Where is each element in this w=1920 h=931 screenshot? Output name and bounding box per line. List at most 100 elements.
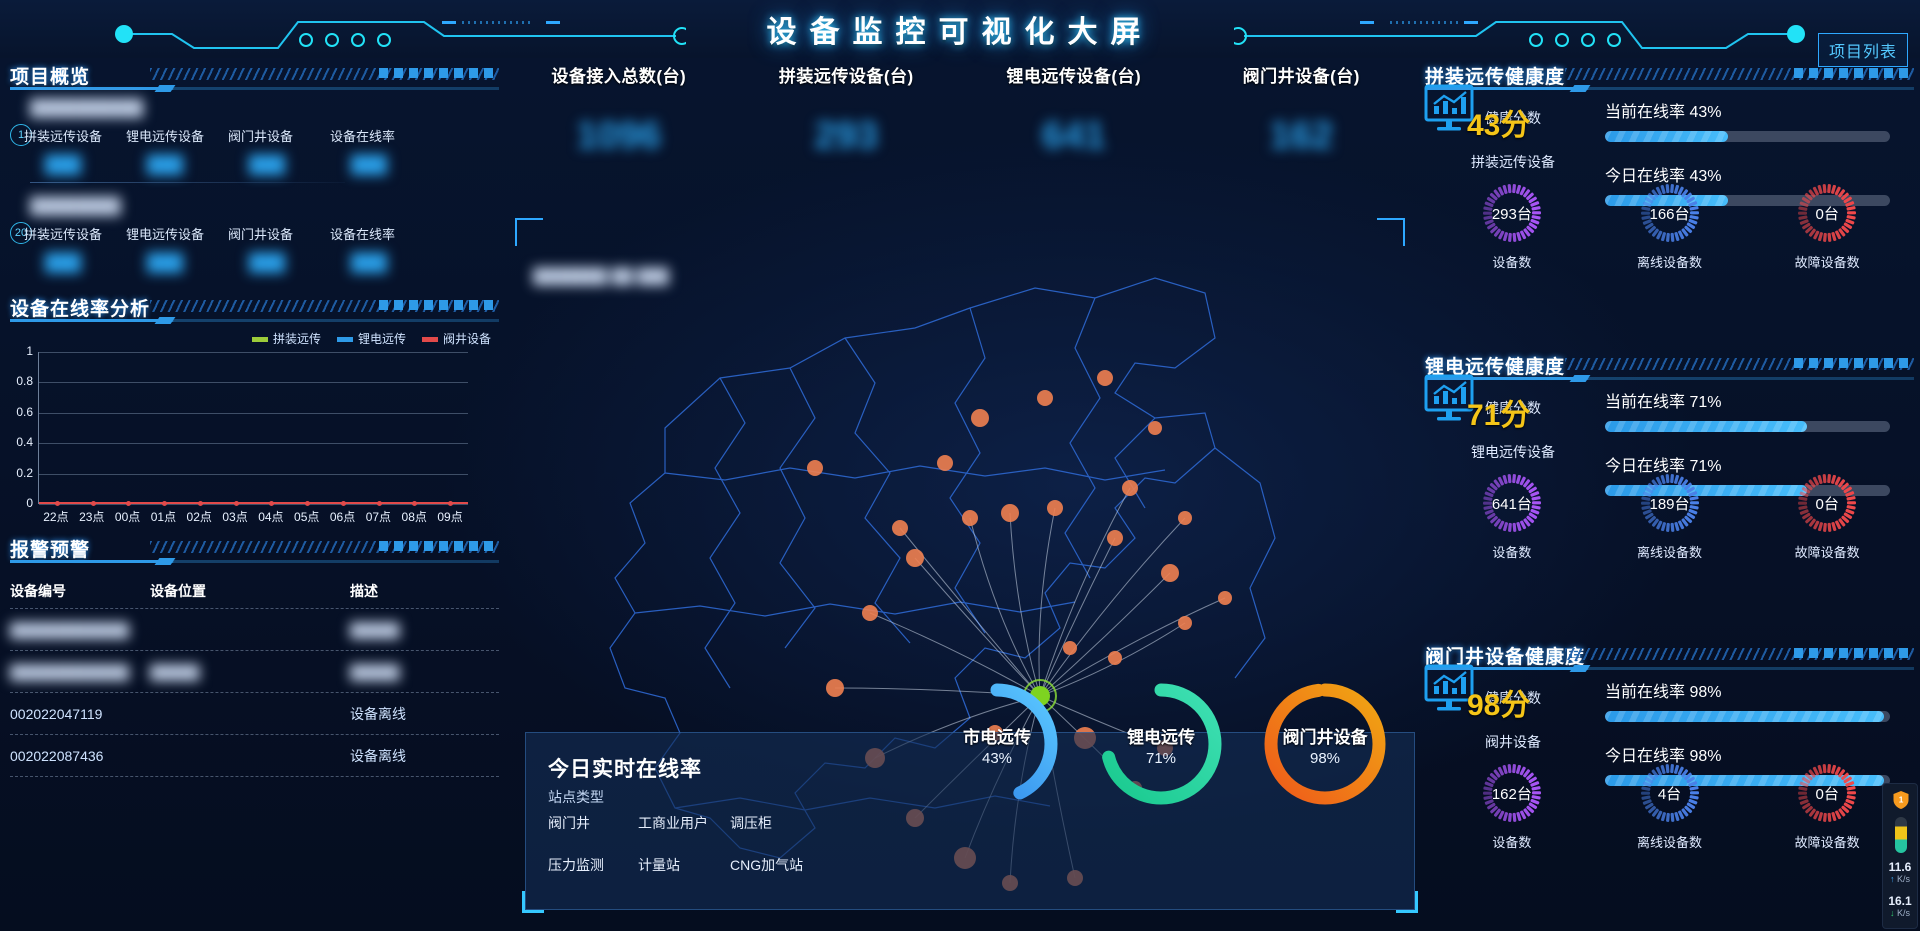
chart-y-tick: 0.6: [16, 404, 33, 419]
health-ring-item: 641台设备数: [1433, 472, 1591, 561]
stat-card-label: 拼装远传设备(台): [778, 67, 914, 86]
health-ring-caption: 设备数: [1492, 545, 1532, 560]
stat-card-value: 162: [1269, 115, 1333, 157]
section-header-overview: 项目概览: [0, 62, 505, 96]
health-device-label: 阀井设备: [1485, 734, 1541, 750]
health-rates: 当前在线率 98% 今日在线率 98%: [1605, 678, 1890, 806]
health-ring-item: 189台 离线设备数: [1591, 472, 1749, 561]
site-type-item[interactable]: 调压柜: [730, 815, 772, 831]
site-type-item[interactable]: 阀门井: [548, 815, 590, 831]
section-title-health: 锂电远传健康度: [1425, 357, 1566, 378]
chart-data-point: [376, 501, 382, 506]
corner-bracket-bottom-right: [1396, 891, 1418, 913]
site-type-grid[interactable]: 阀门井 工商业用户 调压柜压力监测 计量站 CNG加气站: [548, 813, 840, 875]
stat-card-row: 设备接入总数(台) 1096 拼装远传设备(台) 293 锂电远传设备(台) 641 阀门井…: [505, 62, 1415, 158]
health-ring-item: 162台 设备数: [1433, 762, 1591, 851]
health-ring-caption: 故障设备数: [1794, 835, 1860, 850]
site-type-label: 站点类型: [548, 789, 604, 805]
table-row[interactable]: 002022047119 设备离线: [10, 693, 499, 735]
current-rate-label: 当前在线率 43%: [1605, 104, 1722, 121]
health-score-label: 健康分数: [1485, 690, 1541, 706]
project-metric: 阀门井设备 ███: [228, 224, 306, 273]
corner-bracket-top-left: [515, 218, 543, 246]
alarm-col-desc: 描述: [350, 582, 378, 599]
project-index-badge: 1: [10, 124, 32, 146]
alarm-col-id: 设备编号: [10, 582, 66, 599]
stat-card-value: 1096: [576, 115, 662, 157]
section-dash-decoration: [1794, 358, 1914, 368]
project-metric-label: 设备在线率: [330, 227, 396, 242]
header-decoration-left: [106, 8, 686, 50]
current-rate-bar: [1605, 711, 1890, 722]
gauge-label: 锂电远传: [1127, 728, 1195, 747]
page-title-text: 设备监控可视化大屏: [766, 16, 1154, 49]
site-type-item[interactable]: CNG加气站: [730, 857, 804, 873]
download-speed: 16.1 ↓ K/s: [1883, 894, 1917, 918]
health-ring-caption: 离线设备数: [1637, 255, 1703, 270]
section-header-health: 拼装远传健康度: [1415, 62, 1920, 96]
stat-card: 锂电远传设备(台) 641: [960, 62, 1188, 158]
today-rate-label: 今日在线率 71%: [1605, 458, 1722, 475]
gauge-label: 阀门井设备: [1282, 728, 1368, 747]
health-ring-caption: 设备数: [1492, 835, 1532, 850]
gauge-percent: 43%: [981, 750, 1013, 767]
project-list-button[interactable]: 项目列表: [1817, 33, 1908, 67]
project-metric-value: ███: [146, 253, 184, 272]
chart-legend[interactable]: 拼装远传 锂电远传 阀井设备: [251, 330, 491, 347]
project-metric-label: 阀门井设备: [228, 129, 294, 144]
site-type-item[interactable]: 压力监测: [548, 857, 604, 873]
chart-x-tick: 00点: [114, 510, 141, 524]
chart-x-tick: 03点: [222, 510, 248, 524]
health-device-label: 锂电远传设备: [1471, 444, 1555, 460]
today-panel-title: 今日实时在线率: [548, 758, 702, 781]
health-score-value: 71分: [1467, 399, 1531, 432]
project-metric-value: ███: [44, 155, 82, 174]
health-ring-caption: 故障设备数: [1794, 255, 1860, 270]
project-metric: 设备在线率 ███: [330, 224, 408, 273]
chart-data-point: [340, 501, 346, 506]
table-row[interactable]: 002022087436 设备离线: [10, 735, 499, 777]
health-score-value: 98分: [1467, 689, 1531, 722]
today-rate-bar: [1605, 195, 1890, 206]
section-title-health: 拼装远传健康度: [1425, 67, 1566, 88]
chart-plot-area: 0 0.2 0.4 0.6 0.8 1: [16, 344, 468, 510]
section-underline: [10, 319, 499, 322]
health-ring-caption: 设备数: [1492, 255, 1532, 270]
chart-x-tick: 05点: [294, 510, 320, 524]
project-row[interactable]: 1 ██████████ 拼装远传设备 ███ 锂电远传设备 ███ 阀门井设备 ███ 设备在…: [0, 96, 505, 186]
health-ring-value: 4台: [1657, 786, 1682, 803]
chart-legend-item[interactable]: 阀井设备: [421, 330, 491, 347]
network-speed-widget[interactable]: 1 11.6 ↑ K/s 16.1 ↓ K/s: [1882, 783, 1918, 929]
site-type-item[interactable]: 计量站: [638, 857, 680, 873]
chart-x-tick: 09点: [437, 510, 463, 524]
table-row[interactable]: ████████████ █████ █████: [10, 651, 499, 693]
table-row[interactable]: ████████████ █████: [10, 609, 499, 651]
chart-legend-item[interactable]: 锂电远传: [336, 330, 406, 347]
site-type-item[interactable]: 工商业用户: [638, 815, 708, 831]
online-rate-gauge: 锂电远传 71%: [1092, 675, 1230, 813]
chart-y-tick: 0.2: [16, 465, 33, 480]
shield-icon: 1: [1893, 791, 1909, 809]
today-rate-label: 今日在线率 98%: [1605, 748, 1722, 765]
health-ring-value: 641台: [1491, 496, 1532, 513]
map-panel[interactable]: ███████ ██ ███: [515, 218, 1418, 918]
alarm-table[interactable]: 设备编号 设备位置 描述 ████████████ █████ ████████████ █…: [10, 573, 499, 777]
chart-x-tick: 07点: [365, 510, 392, 524]
alarm-description: 设备离线: [350, 747, 406, 764]
project-divider: [30, 182, 345, 183]
online-rate-chart[interactable]: 拼装远传 锂电远传 阀井设备 0 0.2 0.4 0.6 0.8 1 22点 23点 00点 01点…: [0, 328, 505, 533]
chart-gridline: [39, 443, 468, 445]
chart-x-axis: 22点 23点 00点 01点 02点 03点 04点 05点 06点 07点 08点 09点: [38, 508, 468, 525]
chart-legend-item[interactable]: 拼装远传: [251, 330, 321, 347]
online-rate-gauge: 市电远传 43%: [928, 675, 1066, 813]
health-ring-row: 293台 设备数 166台 离线设备数 0台 故障设备数: [1433, 182, 1906, 271]
project-index-badge: 20: [10, 222, 32, 244]
chart-y-tick: 0.8: [16, 374, 33, 389]
chart-gridline: [39, 473, 468, 475]
chart-x-tick: 08点: [401, 510, 427, 524]
health-ring-item: 293台 设备数: [1433, 182, 1591, 271]
gauge-percent: 98%: [1309, 750, 1341, 767]
chart-zero-series-line: [39, 502, 468, 504]
gauge-percent: 71%: [1145, 750, 1177, 767]
project-row[interactable]: 20 ████████ 拼装远传设备 ███ 锂电远传设备 ███ 阀门井设备 ███ 设备在线…: [0, 194, 505, 284]
